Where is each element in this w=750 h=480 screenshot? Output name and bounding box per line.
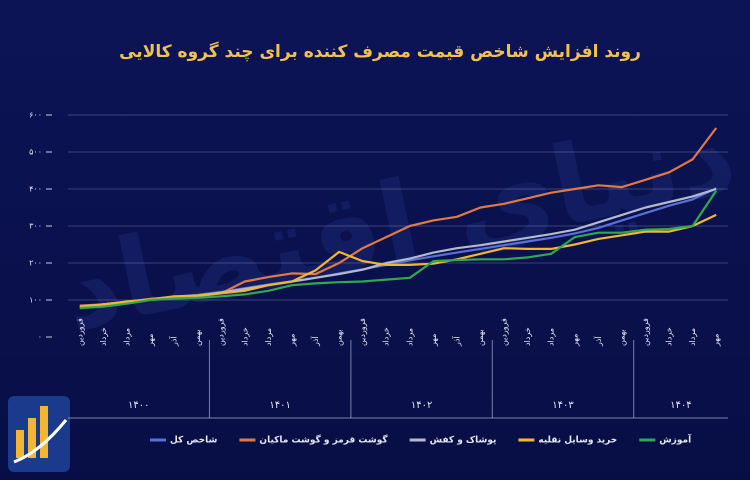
x-tick-label: فروردین — [217, 318, 226, 346]
y-tick-label: ۳۰۰ — [29, 222, 42, 231]
x-tick-label: آذر — [169, 336, 179, 347]
x-tick-label: فروردین — [641, 318, 650, 346]
y-tick-label: ۰ — [38, 333, 42, 342]
year-label: ۱۴۰۲ — [411, 400, 432, 411]
year-label: ۱۴۰۱ — [269, 400, 290, 411]
x-tick-label: بهمن — [193, 329, 202, 346]
chart-title: روند افزایش شاخص قیمت مصرف کننده برای چن… — [119, 41, 641, 62]
year-label: ۱۴۰۰ — [128, 400, 149, 411]
x-tick-label: فروردین — [358, 318, 367, 346]
legend-label: آموزش — [659, 434, 692, 446]
y-tick-label: ۵۰۰ — [29, 148, 42, 157]
x-tick-label: مهر — [287, 334, 296, 347]
x-tick-label: مهر — [570, 334, 579, 347]
y-tick-label: ۲۰۰ — [29, 259, 42, 268]
x-tick-label: آذر — [451, 336, 461, 347]
x-tick-label: بهمن — [335, 329, 344, 346]
x-tick-label: خرداد — [99, 327, 108, 346]
x-tick-label: مرداد — [547, 328, 556, 346]
legend-label: شاخص کل — [170, 436, 218, 446]
series-line — [79, 190, 718, 310]
x-tick-label: مرداد — [688, 328, 697, 346]
x-tick-label: خرداد — [240, 327, 249, 346]
x-tick-label: مهر — [429, 334, 438, 347]
x-tick-label: مهر — [712, 334, 721, 347]
y-tick-label: ۱۰۰ — [29, 296, 42, 305]
legend-label: پوشاک و کفش — [430, 436, 497, 446]
x-tick-label: مهر — [146, 334, 155, 347]
year-label: ۱۴۰۳ — [552, 400, 574, 411]
x-tick-label: فروردین — [75, 318, 84, 346]
x-tick-label: خرداد — [523, 327, 532, 346]
year-label: ۱۴۰۴ — [670, 400, 691, 411]
legend-label: خرید وسایل نقلیه — [538, 436, 617, 446]
x-tick-label: مرداد — [264, 328, 273, 346]
x-tick-label: مرداد — [405, 328, 414, 346]
y-tick-label: ۴۰۰ — [29, 185, 42, 194]
x-tick-label: خرداد — [665, 327, 674, 346]
y-tick-label: ۶۰۰ — [29, 111, 42, 120]
series-line — [79, 213, 717, 309]
x-tick-label: آذر — [593, 336, 603, 347]
x-tick-label: بهمن — [476, 329, 485, 346]
x-tick-label: بهمن — [617, 329, 626, 346]
x-tick-label: مرداد — [122, 328, 131, 346]
x-tick-label: آذر — [310, 336, 320, 347]
x-tick-label: فروردین — [500, 318, 509, 346]
x-tick-label: خرداد — [382, 327, 391, 346]
legend-label: گوشت قرمز و گوشت ماکیان — [259, 434, 388, 446]
logo — [8, 396, 70, 472]
